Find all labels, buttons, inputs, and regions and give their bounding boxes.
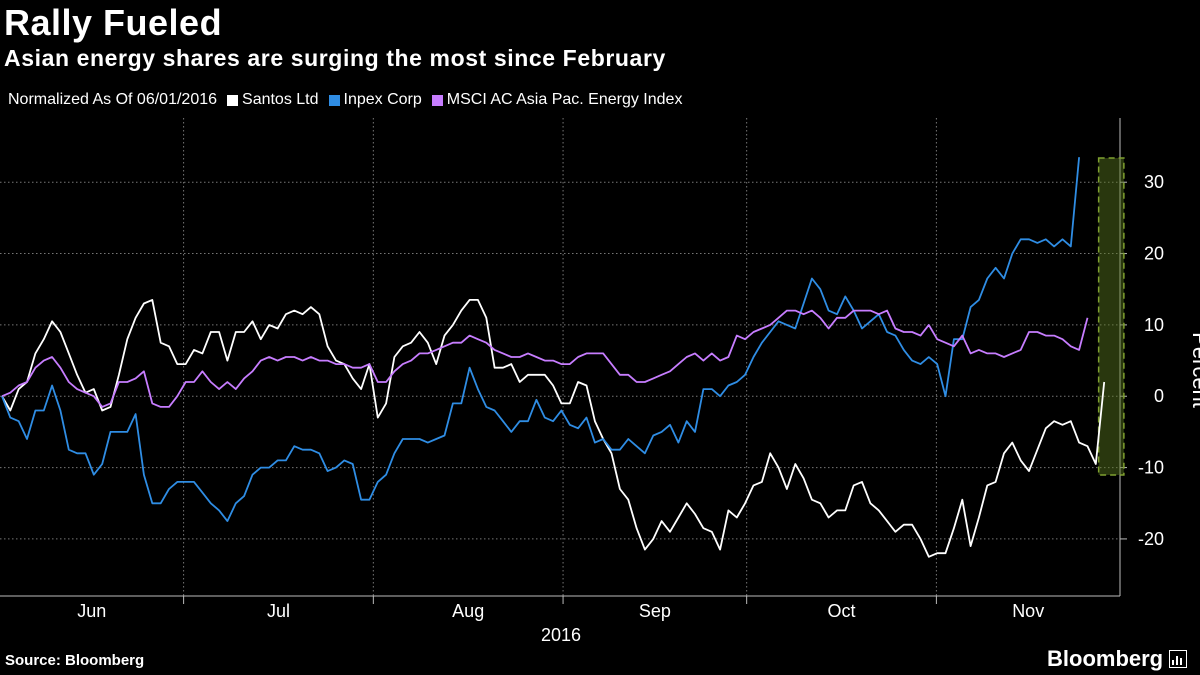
- x-tick-label: Nov: [1012, 601, 1044, 621]
- grid: [0, 118, 1120, 596]
- series-lines: [1, 157, 1106, 558]
- x-tick-label: Jul: [267, 601, 290, 621]
- legend-item-msci: MSCI AC Asia Pac. Energy Index: [431, 91, 683, 109]
- chart-subtitle: Asian energy shares are surging the most…: [4, 45, 666, 71]
- y-tick-label: 0: [1154, 386, 1164, 406]
- legend-swatch-santos: [227, 94, 239, 106]
- y-tick-label: -10: [1138, 458, 1164, 478]
- bar-chart-icon: [1169, 650, 1188, 668]
- legend-label-santos: Santos Ltd: [242, 91, 319, 108]
- legend-swatch-inpex: [328, 94, 340, 106]
- y-axis-label: Percent: [1188, 332, 1200, 408]
- series-line-msci: [1, 309, 1089, 408]
- x-tick-label: Jun: [77, 601, 106, 621]
- chart-title: Rally Fueled: [4, 2, 223, 43]
- highlight-rect: [1097, 157, 1125, 476]
- highlight-box: [1097, 157, 1125, 476]
- series-line-inpex: [1, 157, 1080, 522]
- legend-label-inpex: Inpex Corp: [343, 91, 422, 108]
- source-note: Source: Bloomberg: [5, 652, 145, 669]
- y-tick-label: 10: [1144, 315, 1164, 335]
- legend-swatch-msci: [431, 94, 443, 106]
- x-tick-label: Sep: [639, 601, 671, 621]
- x-tick-label: Aug: [452, 601, 484, 621]
- legend: Normalized As Of 06/01/2016 Santos Ltd I…: [8, 91, 682, 109]
- y-tick-label: -20: [1138, 529, 1164, 549]
- y-tick-label: 20: [1144, 244, 1164, 264]
- legend-item-inpex: Inpex Corp: [328, 91, 422, 109]
- legend-label-msci: MSCI AC Asia Pac. Energy Index: [446, 91, 683, 108]
- x-tick-label: Oct: [828, 601, 856, 621]
- brand-name: Bloomberg: [1047, 646, 1164, 671]
- y-tick-label: 30: [1144, 172, 1164, 192]
- legend-item-santos: Santos Ltd: [227, 91, 319, 109]
- series-line-santos: [1, 298, 1106, 558]
- axes: Jun Jul Aug Sep Oct Nov -20 -10 0 10 20 30: [0, 118, 1164, 621]
- legend-caption: Normalized As Of 06/01/2016: [8, 91, 218, 108]
- brand-logo: Bloomberg: [1047, 646, 1188, 672]
- x-axis-year-label: 2016: [541, 625, 581, 645]
